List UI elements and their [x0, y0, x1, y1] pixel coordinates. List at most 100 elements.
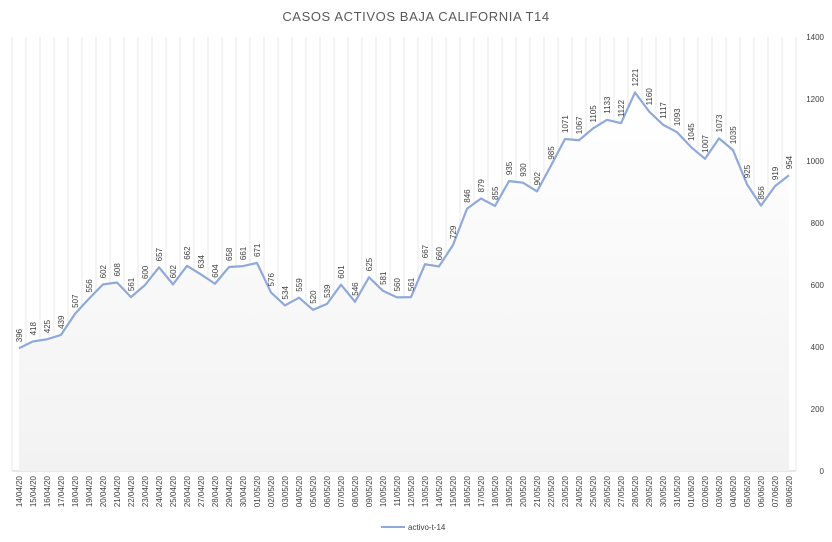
data-label: 507	[71, 294, 80, 308]
x-tick-label: 10/05/20	[379, 475, 388, 507]
x-tick-label: 30/04/20	[239, 475, 248, 507]
x-tick-label: 07/06/20	[771, 475, 780, 507]
x-tick-label: 20/05/20	[519, 475, 528, 507]
data-label: 559	[295, 278, 304, 292]
x-tick-label: 04/06/20	[729, 475, 738, 507]
x-tick-label: 02/06/20	[701, 475, 710, 507]
x-tick-label: 30/05/20	[659, 475, 668, 507]
legend-label: activo-t-14	[408, 523, 446, 532]
x-tick-label: 21/04/20	[113, 475, 122, 507]
data-label: 1133	[603, 96, 612, 114]
x-tick-label: 06/06/20	[757, 475, 766, 507]
data-label: 600	[141, 265, 150, 279]
x-tick-label: 21/05/20	[533, 475, 542, 507]
data-labels: 396 418 425 439 507 556 602 608 561 600 657 602 662 6…	[15, 68, 794, 342]
data-label: 1221	[631, 68, 640, 86]
x-tick-label: 27/05/20	[617, 475, 626, 507]
x-tick-label: 01/06/20	[687, 475, 696, 507]
x-tick-label: 26/04/20	[183, 475, 192, 507]
data-label: 604	[211, 264, 220, 278]
x-tick-label: 22/05/20	[547, 475, 556, 507]
x-tick-label: 19/05/20	[505, 475, 514, 507]
y-axis-ticks: 0 200 400 600 800 1000 1200 1400	[806, 33, 824, 476]
data-label: 1071	[561, 115, 570, 133]
x-tick-label: 11/05/20	[393, 475, 402, 506]
x-tick-label: 14/04/20	[15, 475, 24, 507]
data-label: 1073	[715, 114, 724, 132]
data-label: 1067	[575, 116, 584, 134]
x-tick-label: 28/05/20	[631, 475, 640, 507]
x-tick-label: 23/04/20	[141, 475, 150, 507]
x-tick-label: 25/05/20	[589, 475, 598, 507]
x-tick-label: 09/05/20	[365, 475, 374, 507]
x-tick-label: 05/05/20	[309, 475, 318, 507]
x-tick-label: 08/05/20	[351, 475, 360, 507]
x-tick-label: 19/04/20	[85, 475, 94, 507]
x-tick-label: 17/04/20	[57, 475, 66, 507]
x-tick-label: 28/04/20	[211, 475, 220, 507]
x-tick-label: 16/04/20	[43, 475, 52, 507]
series-area	[19, 92, 789, 472]
x-tick-label: 29/04/20	[225, 475, 234, 507]
x-tick-label: 27/04/20	[197, 475, 206, 507]
data-label: 520	[309, 290, 318, 304]
x-tick-label: 17/05/20	[477, 475, 486, 507]
data-label: 930	[519, 163, 528, 177]
data-label: 625	[365, 257, 374, 271]
x-tick-label: 07/05/20	[337, 475, 346, 507]
data-label: 1105	[589, 105, 598, 123]
x-tick-label: 12/05/20	[407, 475, 416, 507]
data-label: 581	[379, 271, 388, 285]
data-label: 657	[155, 247, 164, 261]
x-tick-label: 25/04/20	[169, 475, 178, 507]
x-tick-label: 24/04/20	[155, 475, 164, 507]
data-label: 1122	[617, 99, 626, 117]
x-tick-label: 03/06/20	[715, 475, 724, 507]
x-axis-ticks: 14/04/20 15/04/20 16/04/20 17/04/20 18/04/20…	[15, 475, 794, 507]
data-label: 439	[57, 315, 66, 329]
data-label: 1007	[701, 134, 710, 152]
data-label: 855	[491, 186, 500, 200]
series-line-group	[18, 91, 790, 350]
x-tick-label: 31/05/20	[673, 475, 682, 507]
data-label: 602	[169, 264, 178, 278]
series-line-activo-t-14	[18, 91, 790, 350]
data-label: 925	[743, 164, 752, 178]
x-tick-label: 29/05/20	[645, 475, 654, 507]
legend: activo-t-14	[381, 523, 446, 532]
x-tick-label: 15/05/20	[449, 475, 458, 507]
data-label: 902	[533, 171, 542, 185]
x-tick-label: 18/05/20	[491, 475, 500, 507]
data-label: 856	[757, 186, 766, 200]
x-tick-label: 26/05/20	[603, 475, 612, 507]
y-tick-label: 400	[811, 343, 825, 352]
data-label: 1035	[729, 126, 738, 144]
y-tick-label: 200	[811, 405, 825, 414]
data-label: 556	[85, 279, 94, 293]
data-label: 985	[547, 146, 556, 160]
data-label: 608	[113, 263, 122, 277]
data-label: 658	[225, 247, 234, 261]
x-tick-label: 14/05/20	[435, 475, 444, 507]
data-label: 954	[785, 155, 794, 169]
x-tick-label: 13/05/20	[421, 475, 430, 507]
y-tick-label: 1400	[806, 33, 824, 42]
x-tick-label: 01/05/20	[253, 475, 262, 507]
x-tick-label: 02/05/20	[267, 475, 276, 507]
y-tick-label: 0	[820, 467, 825, 476]
x-tick-label: 16/05/20	[463, 475, 472, 507]
data-label: 539	[323, 284, 332, 298]
x-tick-label: 23/05/20	[561, 475, 570, 507]
x-tick-label: 06/05/20	[323, 475, 332, 507]
x-tick-label: 24/05/20	[575, 475, 584, 507]
data-label: 671	[253, 243, 262, 257]
x-tick-label: 20/04/20	[99, 475, 108, 507]
data-label: 634	[197, 255, 206, 269]
data-label: 935	[505, 161, 514, 175]
data-label: 919	[771, 166, 780, 180]
x-tick-label: 04/05/20	[295, 475, 304, 507]
chart-title: CASOS ACTIVOS BAJA CALIFORNIA T14	[282, 9, 549, 24]
y-tick-label: 800	[811, 219, 825, 228]
